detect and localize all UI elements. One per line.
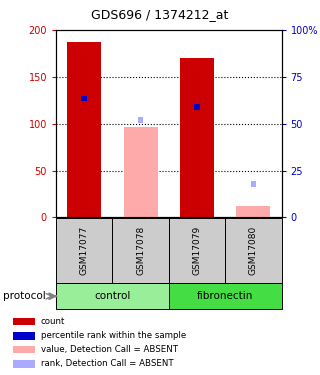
Bar: [194, 104, 200, 110]
Text: percentile rank within the sample: percentile rank within the sample: [41, 332, 186, 340]
Text: rank, Detection Call = ABSENT: rank, Detection Call = ABSENT: [41, 359, 173, 368]
Bar: [251, 181, 256, 186]
Bar: [56, 217, 112, 283]
Text: control: control: [94, 291, 131, 301]
Bar: [236, 206, 270, 218]
Bar: [12, 346, 35, 353]
Bar: [225, 217, 282, 283]
Bar: [112, 217, 169, 283]
Bar: [12, 360, 35, 368]
Text: GSM17080: GSM17080: [249, 226, 258, 275]
Text: fibronectin: fibronectin: [197, 291, 253, 301]
Text: GSM17077: GSM17077: [80, 226, 89, 275]
Bar: [138, 117, 143, 123]
Text: protocol: protocol: [3, 291, 46, 301]
Bar: [124, 127, 157, 218]
Bar: [12, 318, 35, 326]
Bar: [81, 96, 87, 101]
Bar: [56, 283, 169, 309]
Bar: [12, 332, 35, 340]
Bar: [169, 217, 225, 283]
Bar: [67, 42, 101, 218]
Bar: [169, 283, 282, 309]
Text: value, Detection Call = ABSENT: value, Detection Call = ABSENT: [41, 345, 178, 354]
Bar: [180, 58, 214, 217]
Text: count: count: [41, 317, 65, 326]
Text: GSM17078: GSM17078: [136, 226, 145, 275]
Text: GDS696 / 1374212_at: GDS696 / 1374212_at: [91, 8, 229, 21]
Text: GSM17079: GSM17079: [193, 226, 202, 275]
